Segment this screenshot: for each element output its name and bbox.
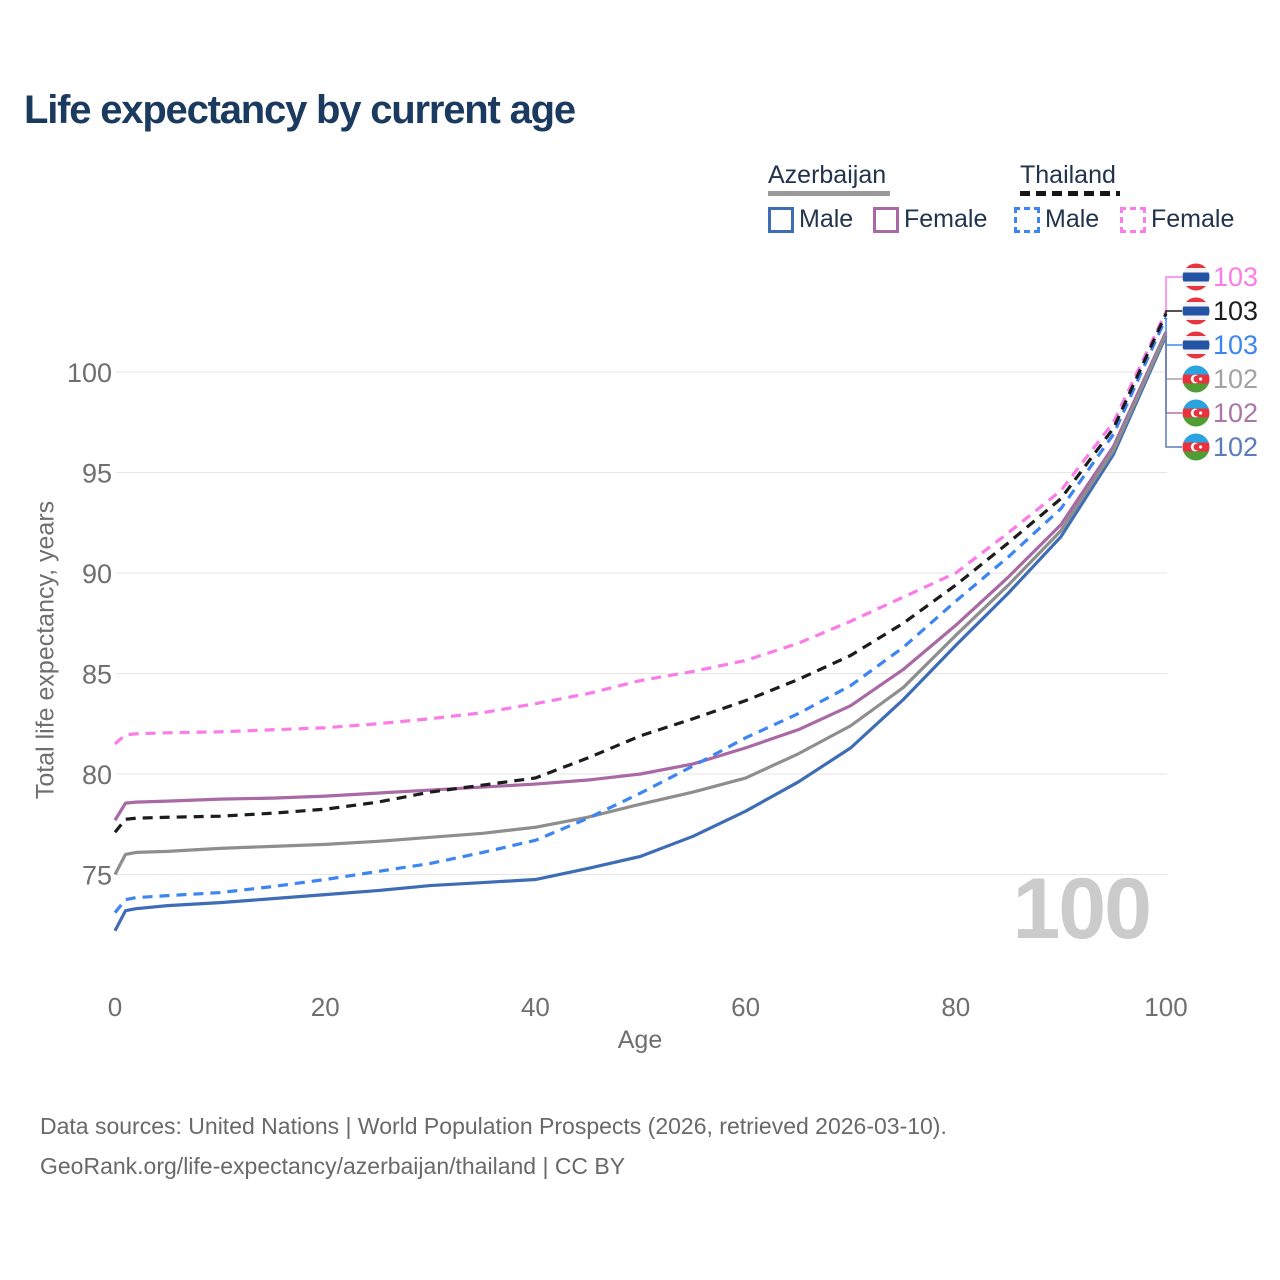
- leader-line-th_male: [1165, 317, 1182, 346]
- footer-data-sources: Data sources: United Nations | World Pop…: [40, 1113, 947, 1139]
- legend-item-azerbaijan-male: Male: [768, 205, 853, 234]
- series-line-th_both[interactable]: [113, 313, 1168, 834]
- azerbaijan-flag-icon: [1182, 365, 1210, 393]
- legend-group-azerbaijan-label: Azerbaijan: [768, 161, 887, 189]
- x-tick-label-60: 60: [731, 992, 760, 1022]
- y-tick-label-75: 75: [82, 861, 112, 891]
- legend-item-azerbaijan-female: Female: [873, 205, 987, 234]
- chart-title: Life expectancy by current age: [24, 88, 576, 132]
- azerbaijan-flag-icon: [1182, 433, 1210, 461]
- thailand-male-swatch-icon: [1014, 206, 1040, 233]
- legend-item-label: Male: [799, 205, 854, 233]
- end-value-label-th_female: 103: [1213, 262, 1258, 292]
- footer-attribution: GeoRank.org/life-expectancy/azerbaijan/t…: [40, 1153, 626, 1179]
- thailand-line-swatch: [1020, 191, 1120, 196]
- y-tick-label-100: 100: [67, 358, 112, 388]
- azerbaijan-line-swatch: [768, 191, 890, 196]
- leader-line-az_male: [1165, 335, 1182, 448]
- y-axis-title: Total life expectancy, years: [31, 500, 60, 800]
- thailand-female-swatch-icon: [1120, 206, 1146, 233]
- legend-group-thailand-label: Thailand: [1020, 161, 1116, 189]
- leader-line-th_female: [1165, 276, 1182, 312]
- thailand-flag-icon: [1182, 297, 1210, 325]
- legend-item-thailand-male: Male: [1014, 205, 1099, 234]
- watermark-age: 100: [1012, 861, 1152, 957]
- legend-item-thailand-female: Female: [1120, 205, 1234, 234]
- end-value-label-az_female: 102: [1213, 398, 1258, 428]
- series-line-th_male[interactable]: [113, 317, 1168, 914]
- footer: Data sources: United Nations | World Pop…: [40, 1106, 947, 1186]
- x-tick-label-40: 40: [521, 992, 550, 1022]
- x-axis-title: Age: [617, 1026, 663, 1054]
- azerbaijan-flag-icon: [1182, 399, 1210, 427]
- legend-item-label: Female: [1151, 205, 1235, 233]
- series-line-th_female[interactable]: [113, 311, 1168, 746]
- thailand-flag-icon: [1182, 331, 1210, 359]
- series-line-az_female[interactable]: [113, 331, 1168, 822]
- end-value-label-az_male: 102: [1213, 432, 1258, 462]
- leader-line-th_both: [1165, 310, 1182, 314]
- x-tick-label-100: 100: [1144, 992, 1187, 1022]
- end-value-label-th_male: 103: [1213, 330, 1258, 360]
- x-tick-label-20: 20: [311, 992, 340, 1022]
- azerbaijan-male-swatch-icon: [768, 206, 794, 233]
- y-tick-label-80: 80: [82, 760, 112, 790]
- leader-line-az_female: [1165, 331, 1182, 414]
- y-tick-label-95: 95: [82, 459, 112, 489]
- series-line-az_male[interactable]: [113, 335, 1168, 932]
- legend-item-label: Male: [1045, 205, 1100, 233]
- azerbaijan-female-swatch-icon: [873, 206, 899, 233]
- y-tick-label-85: 85: [82, 660, 112, 690]
- thailand-flag-icon: [1182, 263, 1210, 291]
- legend-item-label: Female: [904, 205, 988, 233]
- end-value-label-az_both: 102: [1213, 364, 1258, 394]
- series-line-az_both[interactable]: [113, 333, 1168, 876]
- x-tick-label-0: 0: [108, 992, 122, 1022]
- y-tick-label-90: 90: [82, 559, 112, 589]
- x-tick-label-80: 80: [941, 992, 970, 1022]
- leader-line-az_both: [1165, 333, 1182, 380]
- end-value-label-th_both: 103: [1213, 296, 1258, 326]
